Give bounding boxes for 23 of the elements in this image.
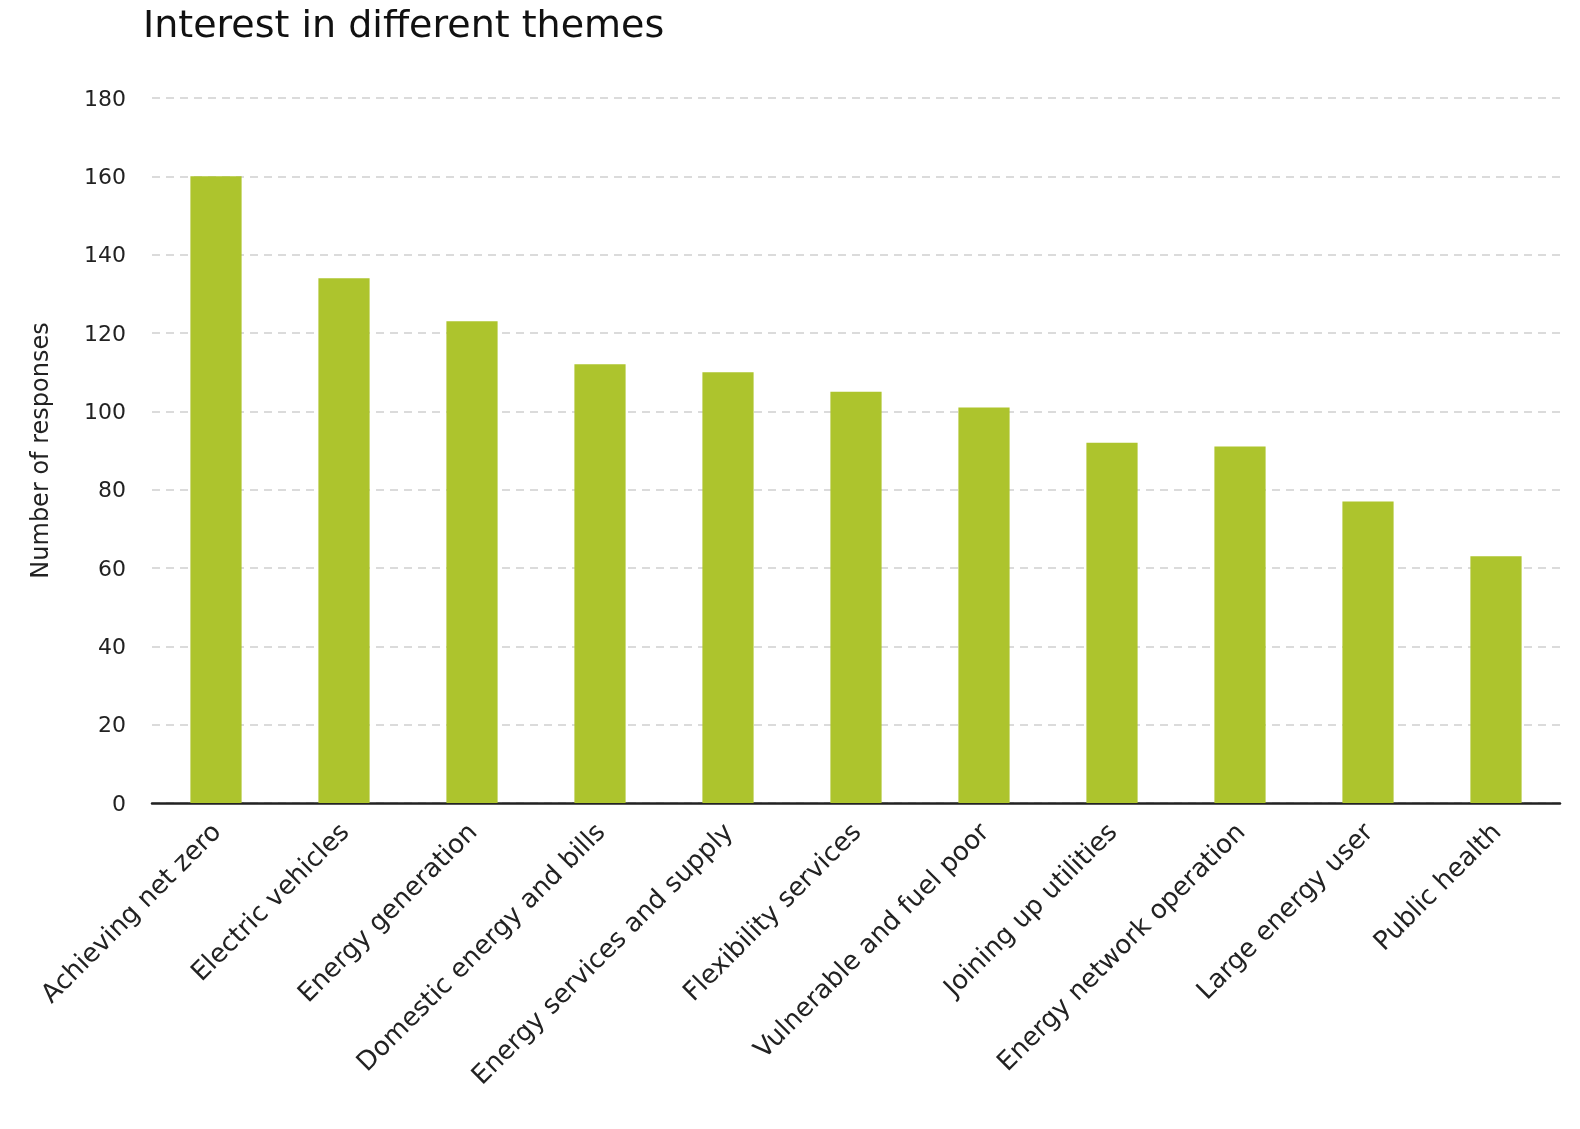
bar [574, 364, 626, 803]
bar [958, 407, 1010, 803]
bar [1214, 446, 1266, 803]
y-tick-label: 140 [84, 242, 126, 268]
bar [446, 321, 498, 803]
bar [830, 391, 882, 803]
y-tick-label: 0 [112, 790, 126, 816]
y-tick-label: 160 [84, 163, 126, 189]
y-tick-label: 120 [84, 320, 126, 346]
y-tick-label: 20 [98, 712, 126, 738]
y-tick-label: 40 [98, 633, 126, 659]
y-axis-title: Number of responses [26, 322, 54, 579]
chart-title: Interest in different themes [143, 2, 665, 46]
y-tick-label: 100 [84, 398, 126, 424]
bar [1470, 556, 1522, 803]
bar [1086, 442, 1138, 803]
y-tick-label: 60 [98, 555, 126, 581]
y-tick-label: 80 [98, 477, 126, 503]
bar [702, 372, 754, 803]
y-tick-label: 180 [84, 85, 126, 111]
bar [190, 176, 242, 803]
bar [1342, 501, 1394, 803]
bar [318, 278, 370, 803]
